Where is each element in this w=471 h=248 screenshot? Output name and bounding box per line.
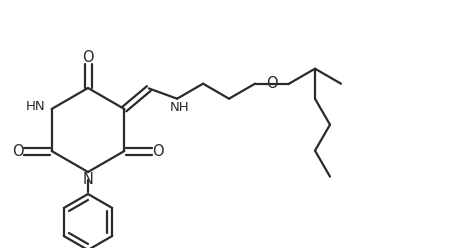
Text: O: O	[153, 144, 164, 158]
Text: HN: HN	[26, 100, 45, 114]
Text: N: N	[82, 173, 93, 187]
Text: O: O	[12, 144, 24, 158]
Text: O: O	[82, 50, 94, 64]
Text: NH: NH	[169, 101, 189, 114]
Text: O: O	[266, 76, 278, 91]
